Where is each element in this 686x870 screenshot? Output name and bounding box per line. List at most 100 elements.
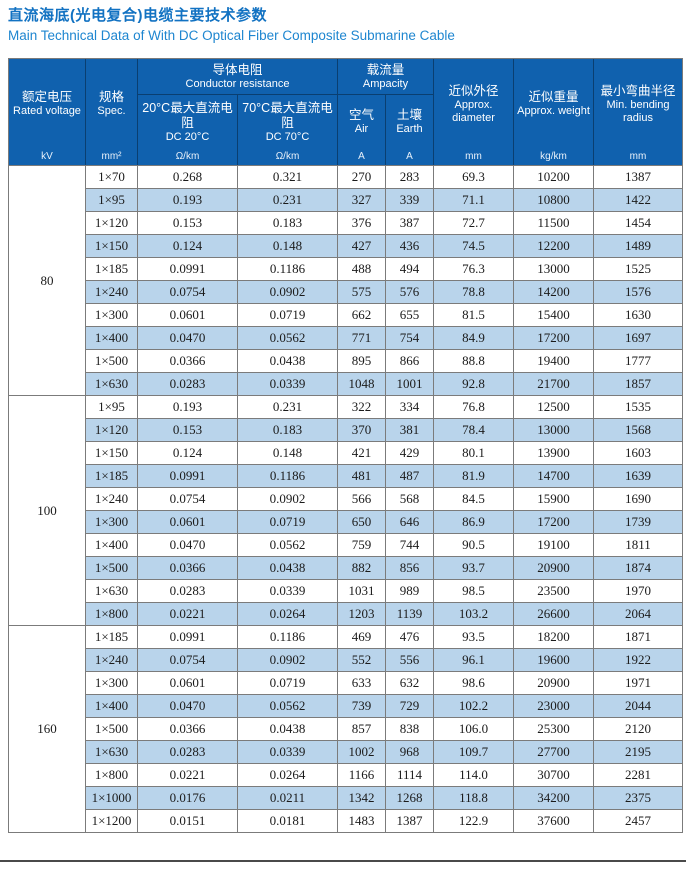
table-row: 1×1000 0.0176 0.0211 1342 1268 118.8 34200 2375 — [9, 786, 683, 810]
cell: 1139 — [385, 602, 434, 626]
cell: 0.0339 — [237, 579, 338, 603]
cell: 1×240 — [85, 648, 138, 672]
cell: 0.0264 — [237, 602, 338, 626]
table-row: 1×400 0.0470 0.0562 771 754 84.9 17200 1697 — [9, 326, 683, 350]
cell: 0.0991 — [137, 257, 238, 281]
bottom-divider — [0, 860, 686, 862]
cell: 1×630 — [85, 579, 138, 603]
table-header: 额定电压 Rated voltage kV 规格 Spec. mm² 导体电阻 … — [8, 58, 683, 165]
cell: 882 — [337, 556, 386, 580]
cell: 0.0151 — [137, 809, 238, 833]
cell: 427 — [337, 234, 386, 258]
cell: 729 — [385, 694, 434, 718]
cell: 0.183 — [237, 211, 338, 235]
cell: 0.0438 — [237, 349, 338, 373]
cell: 109.7 — [433, 740, 514, 764]
cell: 1×150 — [85, 234, 138, 258]
cell: 575 — [337, 280, 386, 304]
cell: 1048 — [337, 372, 386, 396]
cell: 1603 — [593, 441, 683, 465]
cell: 283 — [385, 165, 434, 189]
cell: 17200 — [513, 326, 594, 350]
cell: 488 — [337, 257, 386, 281]
cell: 23500 — [513, 579, 594, 603]
cell: 1568 — [593, 418, 683, 442]
header-dc70: 70°C最大直流电阻 DC 70°C Ω/km — [238, 95, 338, 165]
cell: 1454 — [593, 211, 683, 235]
cell: 0.0438 — [237, 717, 338, 741]
cell: 1×400 — [85, 533, 138, 557]
cell: 662 — [337, 303, 386, 327]
cell: 0.0283 — [137, 740, 238, 764]
cell: 2375 — [593, 786, 683, 810]
cell: 93.7 — [433, 556, 514, 580]
cell: 0.0438 — [237, 556, 338, 580]
cell: 13900 — [513, 441, 594, 465]
table-row: 1×500 0.0366 0.0438 882 856 93.7 20900 1874 — [9, 556, 683, 580]
cell: 78.4 — [433, 418, 514, 442]
table-row: 1×300 0.0601 0.0719 633 632 98.6 20900 1971 — [9, 671, 683, 695]
cell: 655 — [385, 303, 434, 327]
cell: 0.1186 — [237, 625, 338, 649]
cell: 1×185 — [85, 257, 138, 281]
table-row: 1×400 0.0470 0.0562 739 729 102.2 23000 2044 — [9, 694, 683, 718]
cell: 1166 — [337, 763, 386, 787]
cell: 25300 — [513, 717, 594, 741]
cell: 1114 — [385, 763, 434, 787]
cell: 1×185 — [85, 464, 138, 488]
cell: 102.2 — [433, 694, 514, 718]
cell: 759 — [337, 533, 386, 557]
cell: 74.5 — [433, 234, 514, 258]
cell: 14700 — [513, 464, 594, 488]
cell: 1002 — [337, 740, 386, 764]
cell: 322 — [337, 395, 386, 419]
cell: 646 — [385, 510, 434, 534]
cell: 0.0366 — [137, 349, 238, 373]
cell: 81.9 — [433, 464, 514, 488]
cell: 26600 — [513, 602, 594, 626]
cell: 1483 — [337, 809, 386, 833]
cell: 0.0562 — [237, 694, 338, 718]
cell: 118.8 — [433, 786, 514, 810]
cell: 0.153 — [137, 418, 238, 442]
cell: 106.0 — [433, 717, 514, 741]
cell: 650 — [337, 510, 386, 534]
cell: 1525 — [593, 257, 683, 281]
cell: 0.0601 — [137, 671, 238, 695]
cell: 1922 — [593, 648, 683, 672]
table-row: 1×500 0.0366 0.0438 895 866 88.8 19400 1777 — [9, 349, 683, 373]
cell: 84.9 — [433, 326, 514, 350]
cell: 0.0719 — [237, 303, 338, 327]
cell: 0.0470 — [137, 326, 238, 350]
page-header: 直流海底(光电复合)电缆主要技术参数 Main Technical Data o… — [0, 0, 686, 44]
unit-a-air: A — [358, 151, 365, 162]
cell: 1970 — [593, 579, 683, 603]
cell: 1×150 — [85, 441, 138, 465]
table-row: 1×630 0.0283 0.0339 1002 968 109.7 27700 2195 — [9, 740, 683, 764]
header-rated-voltage: 额定电压 Rated voltage kV — [9, 59, 86, 165]
cell: 0.0902 — [237, 280, 338, 304]
cell: 1×300 — [85, 510, 138, 534]
cell: 1×120 — [85, 211, 138, 235]
cell: 989 — [385, 579, 434, 603]
cell: 1811 — [593, 533, 683, 557]
cell: 0.268 — [137, 165, 238, 189]
table-row: 1×400 0.0470 0.0562 759 744 90.5 19100 1811 — [9, 533, 683, 557]
header-min-bending-radius: 最小弯曲半径 Min. bending radius mm — [594, 59, 682, 165]
unit-ohm-km-70: Ω/km — [275, 151, 300, 162]
cell: 0.183 — [237, 418, 338, 442]
table-row: 1×185 0.0991 0.1186 481 487 81.9 14700 1639 — [9, 464, 683, 488]
cell: 1971 — [593, 671, 683, 695]
cell: 1535 — [593, 395, 683, 419]
cell: 13000 — [513, 418, 594, 442]
cell: 69.3 — [433, 165, 514, 189]
cell: 556 — [385, 648, 434, 672]
cell: 14200 — [513, 280, 594, 304]
table-row: 1×240 0.0754 0.0902 566 568 84.5 15900 1690 — [9, 487, 683, 511]
cell: 0.0991 — [137, 625, 238, 649]
cell: 739 — [337, 694, 386, 718]
cell: 0.0991 — [137, 464, 238, 488]
cell: 436 — [385, 234, 434, 258]
table-row: 160 1×185 0.0991 0.1186 469 476 93.5 18200 1871 — [8, 625, 683, 833]
table-row: 1×630 0.0283 0.0339 1048 1001 92.8 21700 1857 — [9, 372, 683, 396]
